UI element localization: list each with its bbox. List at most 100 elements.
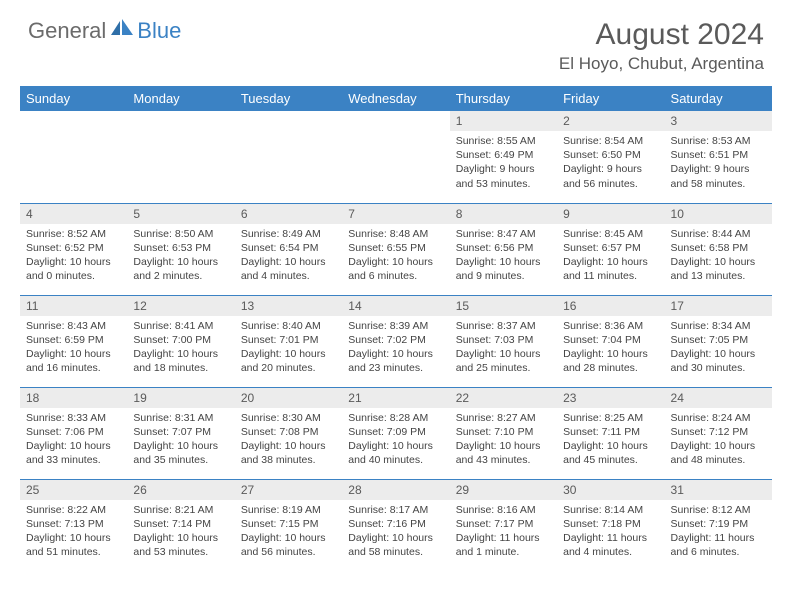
sunset-text: Sunset: 6:57 PM bbox=[563, 241, 658, 255]
daylight-text: Daylight: 10 hours and 4 minutes. bbox=[241, 255, 336, 283]
day-number: 6 bbox=[235, 204, 342, 224]
sunset-text: Sunset: 7:17 PM bbox=[456, 517, 551, 531]
day-details: Sunrise: 8:33 AMSunset: 7:06 PMDaylight:… bbox=[20, 408, 127, 472]
sunrise-text: Sunrise: 8:39 AM bbox=[348, 319, 443, 333]
day-number: 22 bbox=[450, 388, 557, 408]
day-number: 23 bbox=[557, 388, 664, 408]
sunset-text: Sunset: 7:19 PM bbox=[671, 517, 766, 531]
calendar-week-row: 18Sunrise: 8:33 AMSunset: 7:06 PMDayligh… bbox=[20, 387, 772, 479]
day-details: Sunrise: 8:49 AMSunset: 6:54 PMDaylight:… bbox=[235, 224, 342, 288]
daylight-text: Daylight: 10 hours and 40 minutes. bbox=[348, 439, 443, 467]
weekday-header: Wednesday bbox=[342, 86, 449, 111]
calendar-day-cell: 29Sunrise: 8:16 AMSunset: 7:17 PMDayligh… bbox=[450, 479, 557, 571]
daylight-text: Daylight: 10 hours and 23 minutes. bbox=[348, 347, 443, 375]
daylight-text: Daylight: 10 hours and 51 minutes. bbox=[26, 531, 121, 559]
calendar-day-cell: 17Sunrise: 8:34 AMSunset: 7:05 PMDayligh… bbox=[665, 295, 772, 387]
calendar-day-cell: 25Sunrise: 8:22 AMSunset: 7:13 PMDayligh… bbox=[20, 479, 127, 571]
daylight-text: Daylight: 11 hours and 6 minutes. bbox=[671, 531, 766, 559]
daylight-text: Daylight: 9 hours and 58 minutes. bbox=[671, 162, 766, 190]
day-details: Sunrise: 8:43 AMSunset: 6:59 PMDaylight:… bbox=[20, 316, 127, 380]
day-details: Sunrise: 8:17 AMSunset: 7:16 PMDaylight:… bbox=[342, 500, 449, 564]
daylight-text: Daylight: 10 hours and 53 minutes. bbox=[133, 531, 228, 559]
daylight-text: Daylight: 10 hours and 30 minutes. bbox=[671, 347, 766, 375]
weekday-header-row: SundayMondayTuesdayWednesdayThursdayFrid… bbox=[20, 86, 772, 111]
day-number: 26 bbox=[127, 480, 234, 500]
sunset-text: Sunset: 7:16 PM bbox=[348, 517, 443, 531]
daylight-text: Daylight: 9 hours and 56 minutes. bbox=[563, 162, 658, 190]
calendar-day-cell: 22Sunrise: 8:27 AMSunset: 7:10 PMDayligh… bbox=[450, 387, 557, 479]
day-number: 25 bbox=[20, 480, 127, 500]
sunrise-text: Sunrise: 8:24 AM bbox=[671, 411, 766, 425]
calendar-day-cell: 4Sunrise: 8:52 AMSunset: 6:52 PMDaylight… bbox=[20, 203, 127, 295]
day-number: 3 bbox=[665, 111, 772, 131]
sunset-text: Sunset: 7:08 PM bbox=[241, 425, 336, 439]
logo: General Blue bbox=[28, 18, 181, 44]
sunrise-text: Sunrise: 8:37 AM bbox=[456, 319, 551, 333]
calendar-day-cell: 9Sunrise: 8:45 AMSunset: 6:57 PMDaylight… bbox=[557, 203, 664, 295]
calendar-day-cell bbox=[342, 111, 449, 203]
day-number: 21 bbox=[342, 388, 449, 408]
calendar-day-cell: 30Sunrise: 8:14 AMSunset: 7:18 PMDayligh… bbox=[557, 479, 664, 571]
sunrise-text: Sunrise: 8:44 AM bbox=[671, 227, 766, 241]
sunrise-text: Sunrise: 8:53 AM bbox=[671, 134, 766, 148]
day-number: 14 bbox=[342, 296, 449, 316]
sunset-text: Sunset: 7:05 PM bbox=[671, 333, 766, 347]
day-number: 20 bbox=[235, 388, 342, 408]
sunset-text: Sunset: 6:53 PM bbox=[133, 241, 228, 255]
sunrise-text: Sunrise: 8:12 AM bbox=[671, 503, 766, 517]
calendar-day-cell: 26Sunrise: 8:21 AMSunset: 7:14 PMDayligh… bbox=[127, 479, 234, 571]
daylight-text: Daylight: 10 hours and 58 minutes. bbox=[348, 531, 443, 559]
sunrise-text: Sunrise: 8:17 AM bbox=[348, 503, 443, 517]
sunset-text: Sunset: 6:54 PM bbox=[241, 241, 336, 255]
day-number: 28 bbox=[342, 480, 449, 500]
calendar-day-cell: 1Sunrise: 8:55 AMSunset: 6:49 PMDaylight… bbox=[450, 111, 557, 203]
daylight-text: Daylight: 10 hours and 18 minutes. bbox=[133, 347, 228, 375]
day-number: 27 bbox=[235, 480, 342, 500]
calendar-day-cell: 23Sunrise: 8:25 AMSunset: 7:11 PMDayligh… bbox=[557, 387, 664, 479]
calendar-day-cell: 12Sunrise: 8:41 AMSunset: 7:00 PMDayligh… bbox=[127, 295, 234, 387]
calendar-day-cell bbox=[20, 111, 127, 203]
calendar-day-cell: 13Sunrise: 8:40 AMSunset: 7:01 PMDayligh… bbox=[235, 295, 342, 387]
sunrise-text: Sunrise: 8:54 AM bbox=[563, 134, 658, 148]
sunset-text: Sunset: 6:59 PM bbox=[26, 333, 121, 347]
sunset-text: Sunset: 7:18 PM bbox=[563, 517, 658, 531]
logo-text-gray: General bbox=[28, 18, 106, 44]
calendar-day-cell: 3 Sunrise: 8:53 AMSunset: 6:51 PMDaylight… bbox=[665, 111, 772, 203]
day-details: Sunrise: 8:36 AMSunset: 7:04 PMDaylight:… bbox=[557, 316, 664, 380]
sunrise-text: Sunrise: 8:30 AM bbox=[241, 411, 336, 425]
sunrise-text: Sunrise: 8:16 AM bbox=[456, 503, 551, 517]
day-details: Sunrise: 8:28 AMSunset: 7:09 PMDaylight:… bbox=[342, 408, 449, 472]
daylight-text: Daylight: 10 hours and 38 minutes. bbox=[241, 439, 336, 467]
calendar-day-cell: 2Sunrise: 8:54 AMSunset: 6:50 PMDaylight… bbox=[557, 111, 664, 203]
daylight-text: Daylight: 9 hours and 53 minutes. bbox=[456, 162, 551, 190]
calendar-week-row: 4Sunrise: 8:52 AMSunset: 6:52 PMDaylight… bbox=[20, 203, 772, 295]
calendar-day-cell: 7Sunrise: 8:48 AMSunset: 6:55 PMDaylight… bbox=[342, 203, 449, 295]
calendar-day-cell: 28Sunrise: 8:17 AMSunset: 7:16 PMDayligh… bbox=[342, 479, 449, 571]
sunset-text: Sunset: 7:14 PM bbox=[133, 517, 228, 531]
calendar-day-cell: 16Sunrise: 8:36 AMSunset: 7:04 PMDayligh… bbox=[557, 295, 664, 387]
day-number: 16 bbox=[557, 296, 664, 316]
day-details: Sunrise: 8:12 AMSunset: 7:19 PMDaylight:… bbox=[665, 500, 772, 564]
sunrise-text: Sunrise: 8:28 AM bbox=[348, 411, 443, 425]
calendar-day-cell bbox=[235, 111, 342, 203]
header: General Blue August 2024 El Hoyo, Chubut… bbox=[0, 0, 792, 82]
daylight-text: Daylight: 10 hours and 48 minutes. bbox=[671, 439, 766, 467]
sunset-text: Sunset: 7:06 PM bbox=[26, 425, 121, 439]
calendar-week-row: 11Sunrise: 8:43 AMSunset: 6:59 PMDayligh… bbox=[20, 295, 772, 387]
sunset-text: Sunset: 7:07 PM bbox=[133, 425, 228, 439]
location: El Hoyo, Chubut, Argentina bbox=[559, 54, 764, 74]
sunrise-text: Sunrise: 8:19 AM bbox=[241, 503, 336, 517]
daylight-text: Daylight: 10 hours and 20 minutes. bbox=[241, 347, 336, 375]
calendar-day-cell: 18Sunrise: 8:33 AMSunset: 7:06 PMDayligh… bbox=[20, 387, 127, 479]
day-number: 2 bbox=[557, 111, 664, 131]
day-details: Sunrise: 8:52 AMSunset: 6:52 PMDaylight:… bbox=[20, 224, 127, 288]
weekday-header: Monday bbox=[127, 86, 234, 111]
day-number: 4 bbox=[20, 204, 127, 224]
day-details: Sunrise: 8:55 AMSunset: 6:49 PMDaylight:… bbox=[450, 131, 557, 195]
calendar-day-cell: 15Sunrise: 8:37 AMSunset: 7:03 PMDayligh… bbox=[450, 295, 557, 387]
daylight-text: Daylight: 11 hours and 1 minute. bbox=[456, 531, 551, 559]
sunset-text: Sunset: 6:58 PM bbox=[671, 241, 766, 255]
sunset-text: Sunset: 6:51 PM bbox=[671, 148, 766, 162]
daylight-text: Daylight: 10 hours and 33 minutes. bbox=[26, 439, 121, 467]
calendar-day-cell: 20 Sunrise: 8:30 AMSunset: 7:08 PMDayligh… bbox=[235, 387, 342, 479]
